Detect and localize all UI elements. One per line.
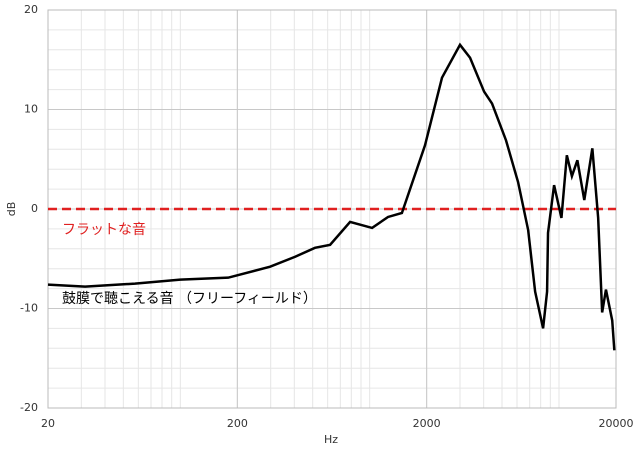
y-axis-label: dB: [5, 202, 18, 217]
y-tick-label: 0: [31, 202, 38, 215]
x-tick-label: 200: [227, 417, 248, 430]
y-tick-label: 10: [24, 103, 38, 116]
y-tick-label: -10: [20, 302, 38, 315]
y-tick-label: -20: [20, 401, 38, 414]
x-tick-label: 20000: [599, 417, 634, 430]
y-tick-label: 20: [24, 3, 38, 16]
series-label: 鼓膜で聴こえる音 （フリーフィールド）: [62, 290, 317, 307]
x-tick-label: 20: [41, 417, 55, 430]
series-label: フラットな音: [62, 221, 146, 238]
line: [47, 42, 616, 351]
x-tick-label: 2000: [413, 417, 441, 430]
x-axis-label: Hz: [324, 433, 338, 446]
